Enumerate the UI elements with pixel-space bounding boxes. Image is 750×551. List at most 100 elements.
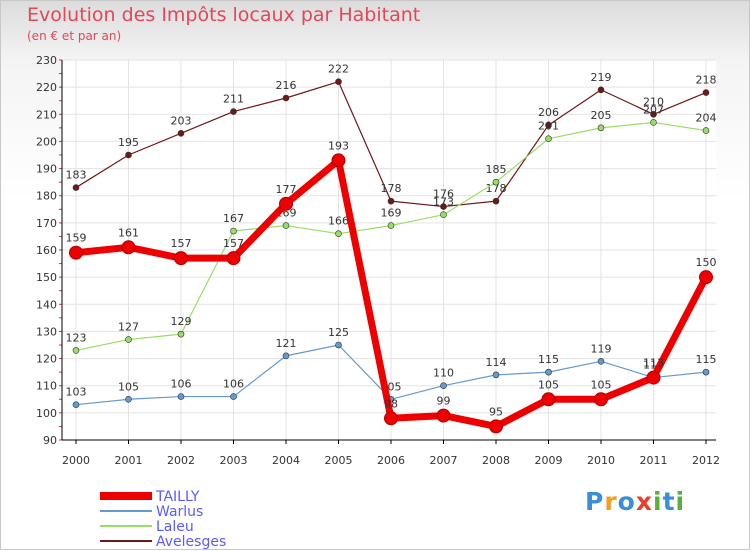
data-point-warlus xyxy=(492,371,500,379)
data-label-warlus: 115 xyxy=(696,353,717,366)
data-label-laleu: 167 xyxy=(223,212,244,225)
data-label-warlus: 110 xyxy=(433,367,454,380)
x-tick-label: 2012 xyxy=(692,454,720,467)
data-point-laleu xyxy=(702,127,710,134)
data-label-laleu: 204 xyxy=(696,112,717,125)
data-label-tailly: 113 xyxy=(643,357,664,370)
data-label-avelesges: 195 xyxy=(118,136,139,149)
data-label-laleu: 123 xyxy=(66,331,87,344)
data-label-avelesges: 176 xyxy=(433,188,454,201)
y-tick-label: 150 xyxy=(36,271,57,284)
logo-letter: r xyxy=(604,487,618,516)
data-point-avelesges xyxy=(387,197,395,205)
data-point-tailly xyxy=(331,153,346,168)
legend-label-avelesges: Avelesges xyxy=(156,534,227,550)
data-point-warlus xyxy=(125,395,132,403)
data-point-warlus xyxy=(335,341,342,349)
data-point-avelesges xyxy=(492,197,500,205)
data-label-avelesges: 210 xyxy=(643,95,664,108)
y-tick-label: 110 xyxy=(36,380,57,393)
y-tick-label: 210 xyxy=(36,108,57,121)
data-point-laleu xyxy=(230,227,237,235)
data-point-avelesges xyxy=(230,108,237,115)
data-label-tailly: 105 xyxy=(591,378,612,391)
data-label-tailly: 150 xyxy=(696,256,717,269)
data-point-warlus xyxy=(702,368,710,376)
data-label-warlus: 105 xyxy=(118,380,139,393)
data-point-warlus xyxy=(177,393,185,400)
data-label-avelesges: 203 xyxy=(171,114,192,127)
x-tick-label: 2011 xyxy=(640,454,668,467)
data-label-tailly: 105 xyxy=(538,378,559,391)
data-point-avelesges xyxy=(335,78,342,86)
y-tick-label: 120 xyxy=(36,353,57,366)
data-point-avelesges xyxy=(282,94,290,102)
data-label-tailly: 157 xyxy=(171,237,192,250)
data-label-avelesges: 219 xyxy=(591,71,612,84)
data-label-laleu: 185 xyxy=(486,163,507,176)
data-label-laleu: 205 xyxy=(591,109,612,122)
data-point-tailly xyxy=(174,251,188,266)
data-point-tailly xyxy=(436,408,451,423)
x-tick-label: 2004 xyxy=(272,454,300,467)
y-tick-label: 100 xyxy=(36,407,57,420)
data-point-laleu xyxy=(335,230,342,238)
data-point-laleu xyxy=(545,135,552,143)
data-label-tailly: 161 xyxy=(118,226,139,239)
y-tick-label: 130 xyxy=(36,325,57,338)
data-label-avelesges: 218 xyxy=(696,74,717,87)
data-label-avelesges: 206 xyxy=(538,106,559,119)
data-point-tailly xyxy=(541,392,556,407)
data-label-avelesges: 178 xyxy=(381,182,402,195)
data-point-warlus xyxy=(597,357,605,365)
data-label-tailly: 177 xyxy=(276,183,297,196)
data-label-avelesges: 216 xyxy=(276,79,297,92)
data-point-warlus xyxy=(72,401,80,409)
logo-letter: i xyxy=(675,487,686,516)
data-label-warlus: 119 xyxy=(591,342,612,355)
data-point-avelesges xyxy=(597,86,605,94)
x-tick-label: 2000 xyxy=(62,454,90,467)
data-label-laleu: 173 xyxy=(433,196,454,209)
data-point-warlus xyxy=(282,352,290,360)
data-point-laleu xyxy=(597,124,605,132)
data-label-laleu: 127 xyxy=(118,321,139,334)
legend-swatch-avelesges xyxy=(100,540,152,542)
proxiti-logo-text: Proxiti xyxy=(585,487,685,516)
y-tick-label: 140 xyxy=(36,298,57,311)
y-tick-label: 170 xyxy=(36,217,57,230)
data-point-tailly xyxy=(699,270,713,285)
legend-label-tailly: TAILLY xyxy=(156,489,200,505)
data-point-laleu xyxy=(125,336,132,343)
data-point-tailly xyxy=(69,245,83,260)
y-tick-label: 230 xyxy=(36,54,57,67)
y-tick-label: 220 xyxy=(36,81,57,94)
data-point-avelesges xyxy=(72,184,80,191)
chart-title: Evolution des Impôts locaux par Habitant xyxy=(27,4,421,26)
data-point-laleu xyxy=(177,330,185,338)
data-label-warlus: 103 xyxy=(66,386,87,399)
data-point-tailly xyxy=(121,240,136,255)
logo-letter: i xyxy=(653,487,663,516)
data-label-warlus: 106 xyxy=(171,378,192,391)
data-point-avelesges xyxy=(177,129,185,137)
data-point-laleu xyxy=(387,222,395,229)
data-point-laleu xyxy=(650,119,657,126)
data-label-laleu: 169 xyxy=(381,207,402,220)
x-tick-label: 2009 xyxy=(535,454,563,467)
legend-label-laleu: Laleu xyxy=(156,519,194,535)
data-point-tailly xyxy=(646,370,661,385)
data-label-laleu: 166 xyxy=(328,215,349,228)
y-tick-label: 180 xyxy=(36,190,57,203)
data-point-laleu xyxy=(440,211,447,219)
data-label-avelesges: 211 xyxy=(223,93,244,106)
data-point-warlus xyxy=(230,393,237,400)
data-point-avelesges xyxy=(440,203,447,210)
data-label-laleu: 129 xyxy=(171,315,192,328)
data-label-tailly: 99 xyxy=(437,395,451,408)
data-point-tailly xyxy=(226,251,241,266)
data-label-tailly: 157 xyxy=(223,237,244,250)
y-tick-label: 190 xyxy=(36,163,57,176)
data-label-tailly: 159 xyxy=(66,232,87,245)
